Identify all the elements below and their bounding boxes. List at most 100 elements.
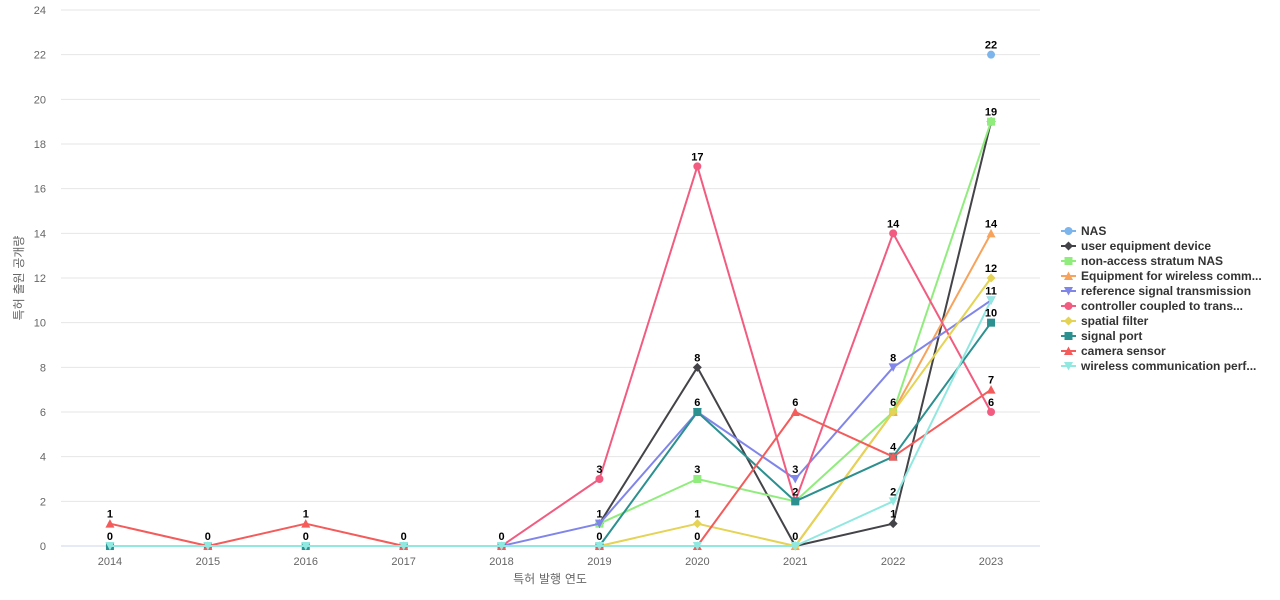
data-label-2020-3: 3 <box>694 464 700 476</box>
grid-lines <box>61 9 1040 502</box>
y-axis-title: 특허 출원 공개량 <box>12 236 26 321</box>
y-tick-label-6: 6 <box>40 407 46 419</box>
data-label-2016-0: 0 <box>303 531 309 543</box>
point-wireless-communication-perf-2021 <box>790 542 800 551</box>
point-signal-port-2021 <box>791 497 800 506</box>
data-label-2021-0: 0 <box>792 531 798 543</box>
legend-label-wireless-communication-perf: wireless communication perf... <box>1080 359 1256 373</box>
series-nas[interactable] <box>987 50 996 59</box>
legend-item-reference-signal-transmission[interactable]: reference signal transmission <box>1061 284 1251 298</box>
y-tick-label-20: 20 <box>34 94 46 106</box>
data-label-2016-1: 1 <box>303 509 309 521</box>
legend-symbol-signal-port <box>1064 332 1073 340</box>
point-user-equipment-device-2020 <box>692 362 702 372</box>
data-label-2015-0: 0 <box>205 531 211 543</box>
series-camera-sensor[interactable] <box>105 385 996 550</box>
point-reference-signal-transmission-2019 <box>594 519 604 529</box>
point-spatial-filter-2023 <box>986 273 996 283</box>
point-wireless-communication-perf-2023 <box>986 296 996 305</box>
x-tick-label-2016: 2016 <box>294 556 318 568</box>
y-tick-label-12: 12 <box>34 273 46 285</box>
data-label-2020-17: 17 <box>691 151 703 163</box>
y-tick-label-2: 2 <box>40 496 46 508</box>
y-tick-label-18: 18 <box>34 139 46 151</box>
data-label-2021-6: 6 <box>792 397 798 409</box>
point-non-access-stratum-nas-2020 <box>693 475 702 483</box>
data-label-2023-10: 10 <box>985 308 997 320</box>
data-label-2023-6: 6 <box>988 397 994 409</box>
legend-item-equipment-for-wireless-comm[interactable]: Equipment for wireless comm... <box>1061 269 1262 283</box>
point-wireless-communication-perf-2020 <box>692 542 702 551</box>
point-controller-coupled-to-trans-2019 <box>595 475 604 483</box>
series-controller-coupled-to-trans[interactable] <box>497 162 996 550</box>
legend-item-wireless-communication-perf[interactable]: wireless communication perf... <box>1061 359 1256 373</box>
legend-item-camera-sensor[interactable]: camera sensor <box>1061 344 1166 358</box>
legend-label-spatial-filter: spatial filter <box>1081 314 1149 328</box>
point-signal-port-2020 <box>693 408 702 416</box>
data-label-2023-7: 7 <box>988 375 994 387</box>
legend-symbol-non-access-stratum-nas <box>1064 257 1073 265</box>
data-label-2022-1: 1 <box>890 509 896 521</box>
x-tick-label-2018: 2018 <box>489 556 513 568</box>
legend-label-nas: NAS <box>1081 224 1106 238</box>
data-label-2023-19: 19 <box>985 107 997 119</box>
point-controller-coupled-to-trans-2020 <box>693 162 702 171</box>
series-lines <box>105 50 996 551</box>
legend-symbol-controller-coupled-to-trans <box>1064 302 1073 310</box>
x-tick-label-2021: 2021 <box>783 556 807 568</box>
y-tick-label-8: 8 <box>40 362 46 374</box>
legend-item-non-access-stratum-nas[interactable]: non-access stratum NAS <box>1061 254 1223 268</box>
x-tick-label-2014: 2014 <box>98 556 122 568</box>
point-wireless-communication-perf-2015 <box>203 542 213 551</box>
point-camera-sensor-2014 <box>105 519 115 528</box>
data-label-2023-11: 11 <box>985 285 997 297</box>
point-wireless-communication-perf-2022 <box>888 497 898 506</box>
legend-item-controller-coupled-to-trans[interactable]: controller coupled to trans... <box>1061 299 1243 313</box>
series-line-reference-signal-transmission <box>500 299 993 547</box>
legend-item-nas[interactable]: NAS <box>1061 224 1106 238</box>
x-axis-ticks: 2014 2015 2016 2017 2018 2019 2020 2021 2022 2023 <box>98 556 1004 568</box>
x-tick-label-2020: 2020 <box>685 556 709 568</box>
x-tick-label-2019: 2019 <box>587 556 611 568</box>
legend-item-signal-port[interactable]: signal port <box>1061 329 1142 343</box>
legend-item-user-equipment-device[interactable]: user equipment device <box>1061 239 1211 253</box>
x-tick-label-2022: 2022 <box>881 556 905 568</box>
y-tick-label-24: 24 <box>34 5 46 17</box>
data-label-2020-1: 1 <box>694 509 700 521</box>
x-tick-label-2015: 2015 <box>196 556 220 568</box>
data-label-2022-8: 8 <box>890 352 896 364</box>
data-label-2019-3: 3 <box>596 464 602 476</box>
point-wireless-communication-perf-2019 <box>594 542 604 551</box>
point-spatial-filter-2020 <box>692 519 702 529</box>
legend-item-spatial-filter[interactable]: spatial filter <box>1061 314 1149 328</box>
series-line-controller-coupled-to-trans <box>500 165 993 547</box>
legend-symbol-user-equipment-device <box>1064 241 1073 251</box>
data-label-2021-2: 2 <box>792 486 798 498</box>
point-non-access-stratum-nas-2023 <box>987 117 996 126</box>
legend-label-signal-port: signal port <box>1081 329 1142 343</box>
data-labels: 10 010 0 0310178631063201486421221914121110… <box>107 40 998 543</box>
point-wireless-communication-perf-2014 <box>105 542 115 551</box>
y-tick-label-16: 16 <box>34 184 46 196</box>
point-wireless-communication-perf-2018 <box>497 542 507 551</box>
legend-label-user-equipment-device: user equipment device <box>1081 239 1211 253</box>
legend-label-equipment-for-wireless-comm: Equipment for wireless comm... <box>1081 269 1262 283</box>
x-axis-title: 특허 발행 연도 <box>513 571 587 586</box>
data-label-2019-0: 0 <box>596 531 602 543</box>
point-camera-sensor-2016 <box>301 519 311 528</box>
y-tick-label-10: 10 <box>34 318 46 330</box>
legend-symbol-spatial-filter <box>1064 316 1073 326</box>
data-label-2018-0: 0 <box>498 531 504 543</box>
legend-symbol-reference-signal-transmission <box>1064 287 1073 296</box>
data-label-2023-14: 14 <box>985 218 998 230</box>
data-label-2020-6: 6 <box>694 397 700 409</box>
legend-symbol-wireless-communication-perf <box>1064 362 1073 371</box>
y-tick-label-4: 4 <box>40 452 46 464</box>
legend-symbol-equipment-for-wireless-comm <box>1064 271 1073 280</box>
series-line-camera-sensor <box>108 388 993 547</box>
point-user-equipment-device-2022 <box>888 519 898 529</box>
series-wireless-communication-perf[interactable] <box>105 296 996 551</box>
